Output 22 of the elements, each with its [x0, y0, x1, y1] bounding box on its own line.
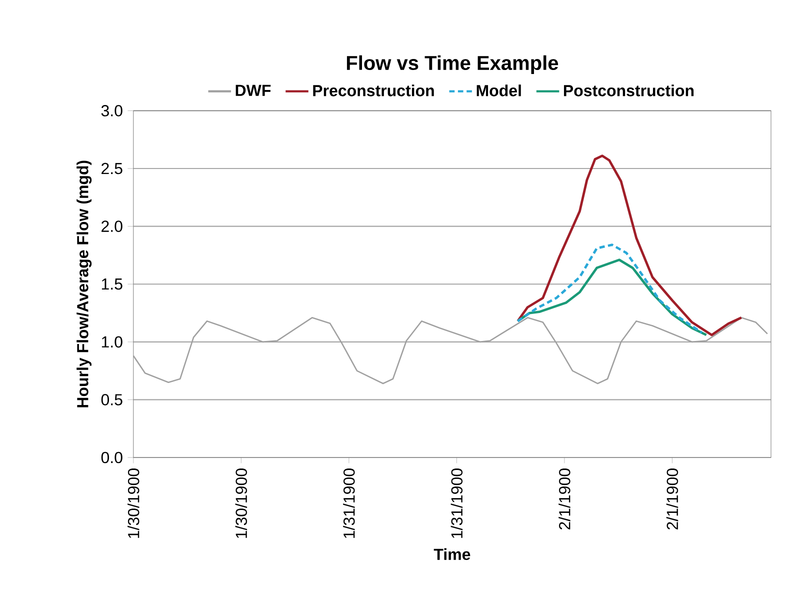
- x-tick-label: 1/30/1900: [235, 468, 248, 538]
- legend-label: Preconstruction: [313, 84, 434, 97]
- y-tick-label: 1.5: [102, 278, 122, 290]
- x-tick-label: 2/1/1900: [558, 468, 570, 530]
- y-tick-label: 0.5: [101, 394, 122, 406]
- x-tick-label: 1/31/1900: [450, 468, 463, 538]
- x-tick-label: 2/1/1900: [666, 468, 678, 530]
- x-tick-label: 1/30/1900: [128, 468, 140, 538]
- legend-label: DWF: [236, 85, 271, 96]
- y-tick-label: 0.0: [101, 452, 122, 464]
- x-tick-label: 1/31/1900: [343, 468, 355, 538]
- legend-label: Postconstruction: [564, 84, 694, 97]
- line-series: [516, 244, 704, 334]
- legend-label: Model: [476, 84, 521, 97]
- y-tick-label: 3.0: [101, 105, 122, 117]
- y-tick-label: 2.0: [102, 220, 122, 232]
- y-tick-label: 2.5: [102, 163, 122, 174]
- y-axis-title: Hourly Flow/Average Flow (mgd): [76, 160, 92, 408]
- x-axis-title: Time: [434, 548, 470, 560]
- y-tick-label: 1.0: [102, 336, 122, 348]
- line-series: [516, 154, 743, 336]
- chart-title: Flow vs Time Example: [346, 56, 558, 74]
